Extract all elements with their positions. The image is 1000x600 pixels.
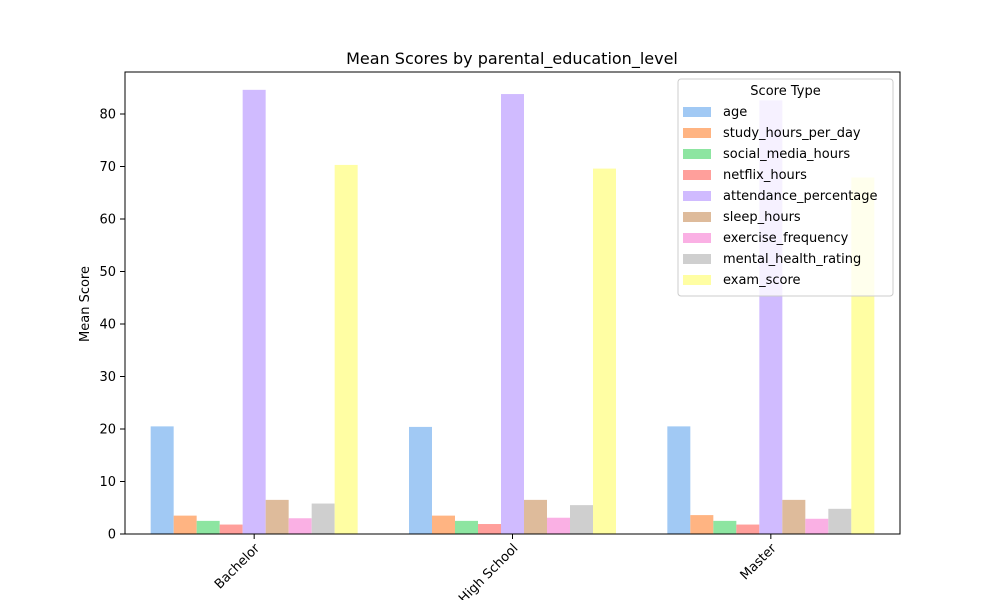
bar-age-bachelor <box>150 426 174 534</box>
legend-label-mental_health_rating: mental_health_rating <box>723 252 861 267</box>
y-tick-label: 60 <box>99 213 116 228</box>
bar-study_hours_per_day-master <box>690 515 714 534</box>
bar-sleep_hours-bachelor <box>265 499 289 534</box>
y-tick-label: 0 <box>108 528 116 543</box>
y-tick-label: 70 <box>99 160 116 175</box>
bar-attendance_percentage-bachelor <box>242 89 266 534</box>
bar-sleep_hours-high-school <box>524 499 547 534</box>
y-axis-title: Mean Score <box>78 266 93 342</box>
legend-title: Score Type <box>750 84 820 99</box>
legend-swatch-mental_health_rating <box>683 254 711 264</box>
bar-age-high-school <box>409 426 432 534</box>
y-tick-label: 10 <box>99 475 116 490</box>
y-tick-label: 40 <box>99 318 116 333</box>
legend-label-netflix_hours: netflix_hours <box>723 168 807 183</box>
bar-exercise_frequency-master <box>805 518 829 534</box>
legend-label-study_hours_per_day: study_hours_per_day <box>723 126 861 141</box>
bar-study_hours_per_day-bachelor <box>173 515 197 534</box>
bar-netflix_hours-bachelor <box>219 524 243 534</box>
legend-swatch-study_hours_per_day <box>683 128 711 138</box>
bar-mental_health_rating-master <box>828 508 852 534</box>
legend-label-age: age <box>723 105 747 120</box>
bar-social_media_hours-high-school <box>455 520 478 534</box>
legend-label-social_media_hours: social_media_hours <box>723 147 850 162</box>
legend-swatch-age <box>683 107 711 117</box>
legend-box <box>677 78 894 297</box>
bar-exercise_frequency-bachelor <box>288 518 312 534</box>
bar-sleep_hours-master <box>782 499 806 534</box>
y-tick-label: 30 <box>99 370 116 385</box>
legend-swatch-exercise_frequency <box>683 233 711 243</box>
bar-netflix_hours-high-school <box>478 524 501 534</box>
bar-mental_health_rating-high-school <box>570 505 593 534</box>
legend-label-exercise_frequency: exercise_frequency <box>723 231 849 246</box>
legend-swatch-exam_score <box>683 275 711 285</box>
y-tick-label: 80 <box>99 108 116 123</box>
bar-attendance_percentage-high-school <box>501 94 524 535</box>
y-tick-label: 20 <box>99 423 116 438</box>
bar-mental_health_rating-bachelor <box>311 503 335 534</box>
x-tick-label: Bachelor <box>212 541 264 593</box>
bar-study_hours_per_day-high-school <box>432 515 455 534</box>
bar-social_media_hours-master <box>713 520 737 534</box>
legend-swatch-attendance_percentage <box>683 191 711 201</box>
legend-swatch-social_media_hours <box>683 149 711 159</box>
chart-title: Mean Scores by parental_education_level <box>346 49 678 69</box>
legend-label-exam_score: exam_score <box>723 273 801 288</box>
bar-social_media_hours-bachelor <box>196 520 220 534</box>
bar-age-master <box>667 426 691 534</box>
x-tick-label: Master <box>738 541 780 583</box>
y-tick-label: 50 <box>99 265 116 280</box>
legend-label-sleep_hours: sleep_hours <box>723 210 801 225</box>
legend-swatch-sleep_hours <box>683 212 711 222</box>
bar-exam_score-high-school <box>593 168 616 534</box>
bar-netflix_hours-master <box>736 524 760 534</box>
bar-exam_score-bachelor <box>334 164 358 535</box>
x-tick-label: High School <box>456 541 521 600</box>
legend-swatch-netflix_hours <box>683 170 711 180</box>
bar-exercise_frequency-high-school <box>547 517 570 534</box>
legend-label-attendance_percentage: attendance_percentage <box>723 189 878 204</box>
